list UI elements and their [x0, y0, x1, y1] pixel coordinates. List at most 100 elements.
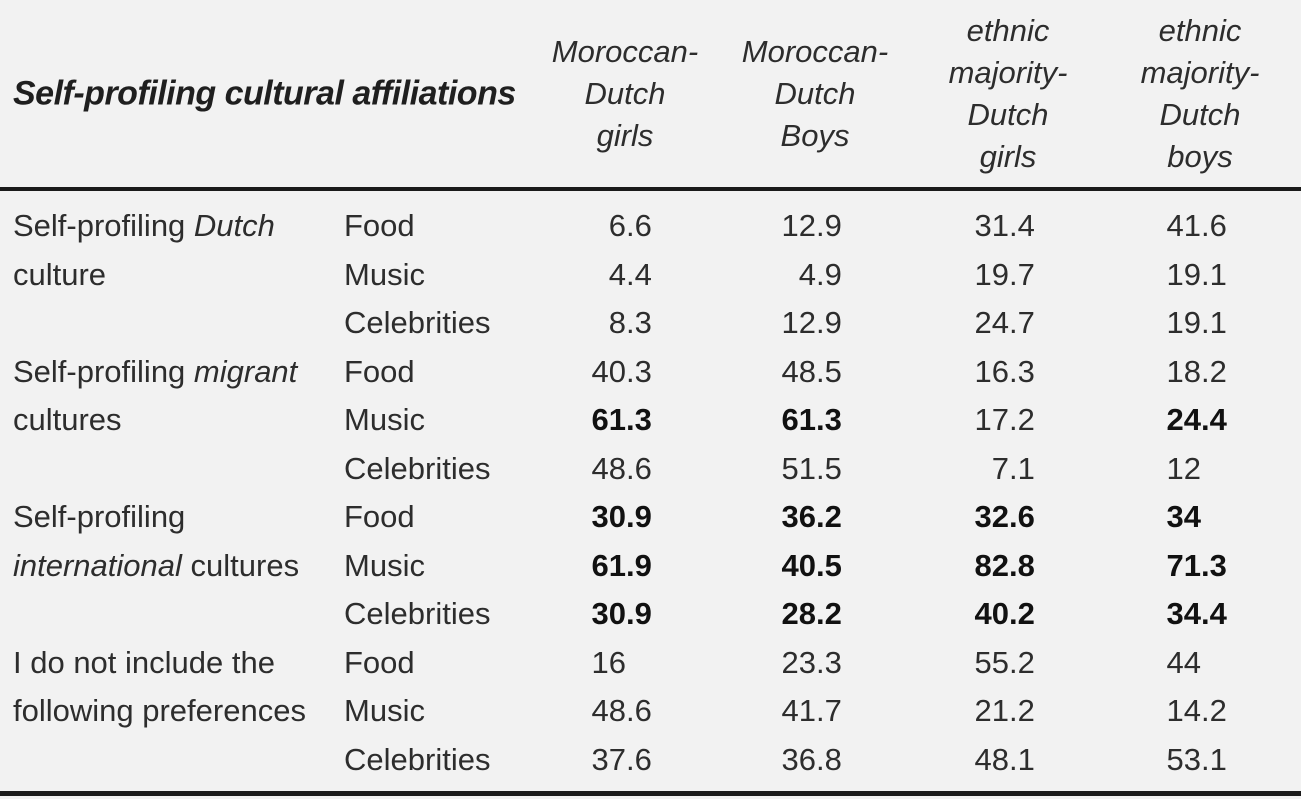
table-body: Self-profiling Dutch culture Food 6.6 12.9 31…	[0, 191, 1301, 784]
category-cell: Food	[344, 353, 415, 389]
value-cell: 8.3	[560, 305, 652, 341]
group-label-text: Dutch	[193, 208, 275, 243]
value-integer-part: 17	[974, 402, 1009, 438]
group-label-text: culture	[13, 256, 107, 292]
category-cell: Celebrities	[344, 305, 491, 341]
table-row: Music 61.3 61.3 17.2 24.4	[344, 396, 1301, 445]
value-fraction-part: .3	[626, 305, 652, 341]
value-cell: 48.1	[842, 742, 1035, 778]
bottom-rule	[0, 791, 1301, 796]
value-cell: 18.2	[1035, 354, 1227, 390]
value-integer-part: 4	[608, 256, 626, 292]
table-row: Celebrities 8.3 12.9 24.7 19.1	[344, 299, 1301, 348]
value-integer-part: 55	[974, 644, 1009, 680]
value-fraction-part: .2	[1009, 644, 1035, 680]
value-fraction-part: .7	[1009, 256, 1035, 292]
column-header: Moroccan- Dutch Boys	[742, 31, 888, 157]
value-fraction-part: .9	[816, 256, 842, 292]
value-cell: 17.2	[842, 402, 1035, 438]
category-cell: Celebrities	[344, 741, 491, 777]
value-cell: 51.5	[652, 451, 842, 487]
value-integer-part: 30	[591, 596, 626, 632]
column-header-line: Moroccan-	[741, 33, 889, 69]
value-fraction-part: .1	[1009, 450, 1035, 486]
value-integer-part: 19	[1166, 256, 1201, 292]
value-integer-part: 40	[974, 596, 1009, 632]
value-cell: 4.4	[560, 257, 652, 293]
value-integer-part: 41	[1166, 208, 1201, 244]
category-cell: Food	[344, 644, 415, 680]
value-fraction-part: .3	[626, 353, 652, 389]
value-integer-part: 8	[608, 305, 626, 341]
value-fraction-part: .5	[816, 450, 842, 486]
value-integer-part: 6	[608, 208, 626, 244]
value-cell: 24.4	[1035, 402, 1227, 438]
group-label-line: Self-profiling Dutch	[13, 202, 344, 251]
category-cell: Food	[344, 208, 415, 244]
value-cell: 24.7	[842, 305, 1035, 341]
group-label: Self-profiling Dutch culture	[0, 202, 344, 299]
value-integer-part: 18	[1166, 353, 1201, 389]
value-cell: 40.5	[652, 548, 842, 584]
value-integer-part: 40	[781, 547, 816, 583]
value-integer-part: 36	[781, 499, 816, 535]
value-integer-part: 48	[591, 693, 626, 729]
value-integer-part: 61	[781, 402, 816, 438]
table-row: Music 4.4 4.9 19.7 19.1	[344, 251, 1301, 300]
value-cell: 61.3	[560, 402, 652, 438]
column-header-line: Boys	[780, 117, 850, 153]
value-fraction-part: .6	[626, 208, 652, 244]
column-header-line: boys	[1167, 138, 1233, 174]
group-label-line: Self-profiling	[13, 493, 344, 542]
column-header-line: Moroccan-	[551, 33, 699, 69]
value-integer-part: 21	[974, 693, 1009, 729]
group-label-line: cultures	[13, 396, 344, 445]
value-fraction-part: .3	[816, 644, 842, 680]
value-cell: 55.2	[842, 645, 1035, 681]
value-fraction-part: .4	[1201, 402, 1227, 438]
value-cell: 31.4	[842, 208, 1035, 244]
value-cell: 21.2	[842, 693, 1035, 729]
column-header-line: Dutch	[1159, 96, 1241, 132]
value-fraction-part: .3	[626, 402, 652, 438]
column-header-line: girls	[979, 138, 1037, 174]
value-fraction-part: .7	[1009, 305, 1035, 341]
value-integer-part: 41	[781, 693, 816, 729]
table-row: Food 16 23.3 55.2 44	[344, 639, 1301, 688]
value-integer-part: 24	[974, 305, 1009, 341]
value-fraction-part: .2	[1009, 402, 1035, 438]
table-row: Celebrities 48.6 51.5 7.1 12	[344, 445, 1301, 494]
column-header-line: Dutch	[584, 75, 666, 111]
value-integer-part: 34	[1166, 499, 1201, 535]
value-integer-part: 4	[798, 256, 816, 292]
value-cell: 40.2	[842, 596, 1035, 632]
value-cell: 6.6	[560, 208, 652, 244]
value-cell: 48.6	[560, 451, 652, 487]
table-row: Food 40.3 48.5 16.3 18.2	[344, 348, 1301, 397]
value-cell: 37.6	[560, 742, 652, 778]
value-integer-part: 51	[781, 450, 816, 486]
value-cell: 71.3	[1035, 548, 1227, 584]
group-rows: Food 16 23.3 55.2 44 Music 48.6 41.7 21.2 14.2 Cel…	[344, 639, 1301, 785]
value-integer-part: 36	[781, 741, 816, 777]
value-cell: 34	[1035, 499, 1227, 535]
value-fraction-part: .7	[816, 693, 842, 729]
value-cell: 12.9	[652, 208, 842, 244]
value-cell: 14.2	[1035, 693, 1227, 729]
group-label-text: cultures	[13, 402, 122, 437]
value-integer-part: 40	[591, 353, 626, 389]
value-integer-part: 30	[591, 499, 626, 535]
value-fraction-part: .3	[816, 402, 842, 438]
value-fraction-part: .9	[626, 499, 652, 535]
table-row: Music 48.6 41.7 21.2 14.2	[344, 687, 1301, 736]
category-cell: Food	[344, 499, 415, 535]
value-integer-part: 82	[974, 547, 1009, 583]
group-label-text: Self-profiling	[13, 208, 194, 243]
value-cell: 36.2	[652, 499, 842, 535]
group-label: Self-profiling migrant cultures	[0, 348, 344, 445]
row-group: Self-profiling migrant cultures Food 40.3 48…	[0, 348, 1301, 494]
value-cell: 82.8	[842, 548, 1035, 584]
column-header: ethnic majority- Dutch girls	[949, 10, 1068, 178]
value-integer-part: 12	[781, 208, 816, 244]
